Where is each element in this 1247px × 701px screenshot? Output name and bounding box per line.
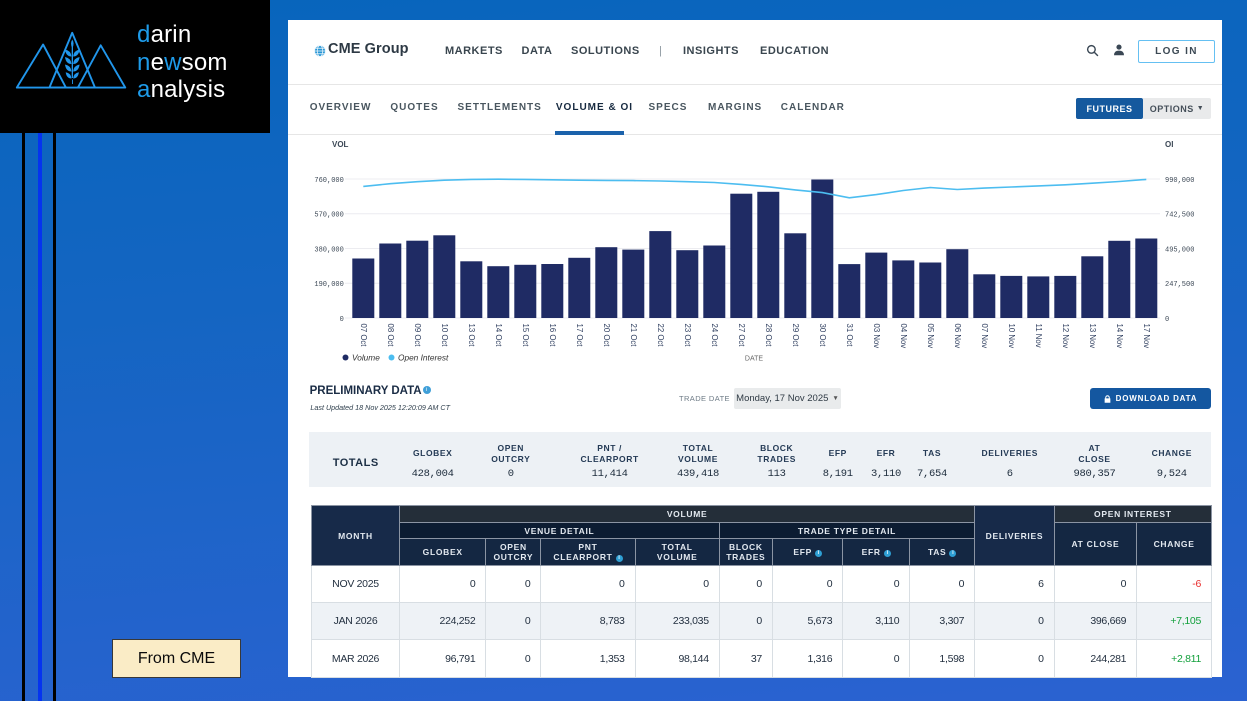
svg-text:Volume: Volume [352,353,380,363]
svg-text:495,000: 495,000 [1165,246,1194,254]
svg-text:23 Oct: 23 Oct [683,324,692,348]
svg-text:OI: OI [1165,140,1173,149]
svg-text:380,000: 380,000 [314,246,343,254]
svg-text:22 Oct: 22 Oct [656,324,665,348]
svg-text:10 Nov: 10 Nov [1007,324,1016,349]
svg-text:17 Oct: 17 Oct [575,324,584,348]
svg-text:09 Oct: 09 Oct [413,324,422,348]
svg-text:17 Nov: 17 Nov [1142,324,1151,349]
svg-text:06 Nov: 06 Nov [953,324,962,349]
svg-text:11 Nov: 11 Nov [1034,324,1043,348]
svg-text:05 Nov: 05 Nov [926,324,935,349]
svg-text:570,000: 570,000 [314,212,343,220]
svg-text:03 Nov: 03 Nov [872,324,881,349]
svg-text:27 Oct: 27 Oct [737,324,746,348]
svg-text:0: 0 [340,316,344,324]
svg-text:28 Oct: 28 Oct [764,324,773,348]
svg-text:08 Oct: 08 Oct [386,324,395,348]
svg-text:14 Oct: 14 Oct [494,324,503,348]
svg-text:247,500: 247,500 [1165,281,1194,289]
svg-text:13 Oct: 13 Oct [467,324,476,348]
svg-text:990,000: 990,000 [1165,177,1194,185]
svg-text:31 Oct: 31 Oct [845,324,854,348]
svg-text:07 Nov: 07 Nov [980,324,989,349]
svg-text:30 Oct: 30 Oct [818,324,827,348]
svg-text:24 Oct: 24 Oct [710,324,719,348]
svg-text:21 Oct: 21 Oct [629,324,638,348]
svg-text:0: 0 [1165,316,1169,324]
svg-text:07 Oct: 07 Oct [359,324,368,348]
svg-text:Open Interest: Open Interest [398,353,449,363]
svg-text:742,500: 742,500 [1165,212,1194,220]
svg-text:29 Oct: 29 Oct [791,324,800,348]
svg-text:10 Oct: 10 Oct [440,324,449,348]
svg-text:16 Oct: 16 Oct [548,324,557,348]
svg-text:VOL: VOL [332,140,349,149]
svg-text:15 Oct: 15 Oct [521,324,530,348]
svg-text:DATE: DATE [745,356,763,363]
svg-text:760,000: 760,000 [314,177,343,185]
svg-text:20 Oct: 20 Oct [602,324,611,348]
svg-text:04 Nov: 04 Nov [899,324,908,349]
svg-text:12 Nov: 12 Nov [1061,324,1070,349]
svg-text:13 Nov: 13 Nov [1088,324,1097,349]
svg-text:190,000: 190,000 [314,281,343,289]
svg-text:14 Nov: 14 Nov [1115,324,1124,349]
